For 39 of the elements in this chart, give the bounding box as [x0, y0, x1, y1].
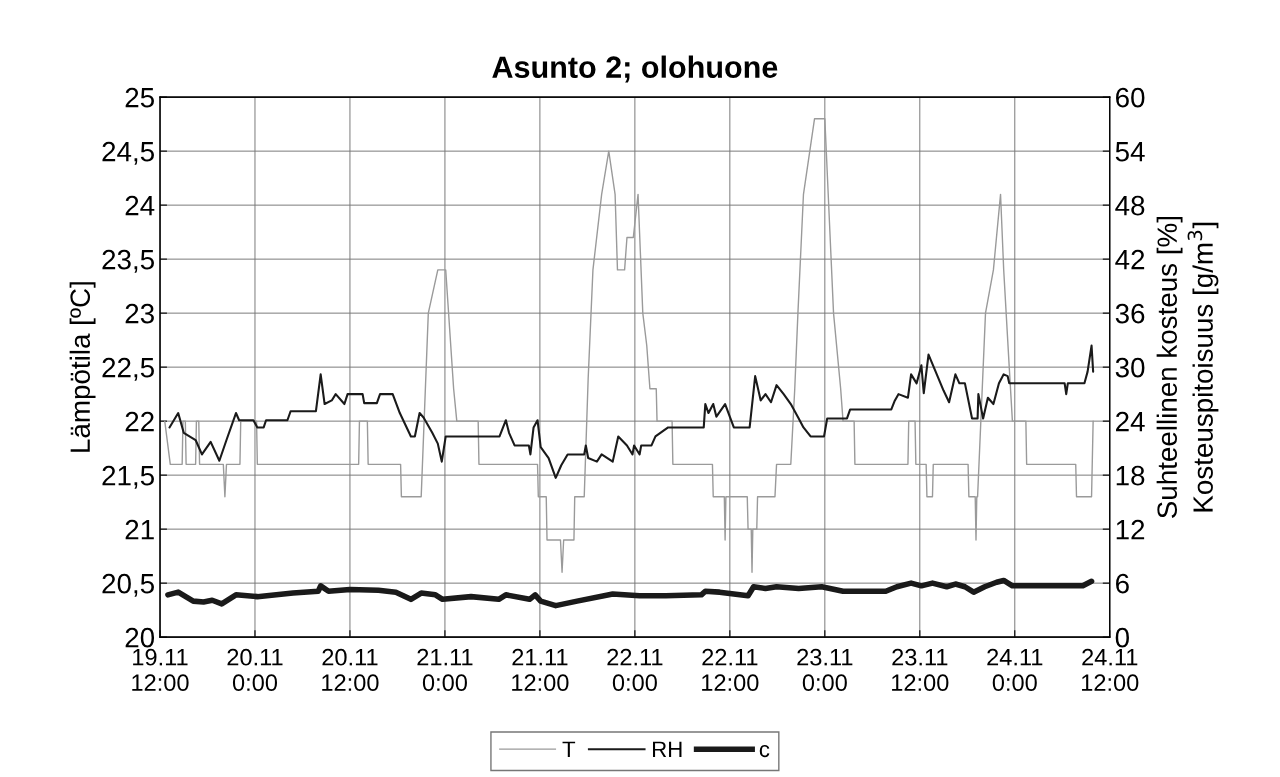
legend-label: c [759, 744, 770, 758]
x-tick-label: 24.11 12:00 [1082, 648, 1139, 692]
x-tick-label: 20.11 0:00 [227, 648, 283, 692]
y-tick-label: 25 [125, 87, 154, 108]
x-tick-label: 23.11 0:00 [797, 648, 853, 692]
x-tick-label: 21.11 12:00 [512, 648, 569, 692]
legend-label: T [562, 741, 576, 757]
x-tick-label: 23.11 12:00 [892, 648, 949, 692]
y-tick-label: 21,5 [102, 465, 154, 489]
y-tick-label: 22,5 [102, 357, 154, 381]
y2-axis-title: Suhteellinen kosteus [%] Kosteuspitoisuus [g/m$^{3}$] [1156, 217, 1219, 518]
y-tick-label: 23 [125, 303, 154, 324]
chart-title: Asunto 2; olohuone [492, 55, 778, 83]
x-tick-label: 22.11 0:00 [607, 648, 663, 692]
y-tick-label: 23,5 [102, 249, 154, 273]
x-tick-label: 20.11 12:00 [322, 648, 379, 692]
y2-tick-label: 30 [1115, 357, 1145, 378]
y2-tick-label: 12 [1116, 519, 1145, 540]
y-tick-label: 24,5 [102, 141, 154, 165]
y2-tick-label: 42 [1115, 249, 1145, 270]
y2-tick-label: 18 [1116, 465, 1145, 486]
x-tick-label: 24.11 0:00 [987, 648, 1043, 692]
y2-tick-label: 6 [1116, 573, 1129, 594]
x-tick-label: 22.11 12:00 [702, 648, 759, 692]
y-tick-label: 21 [125, 519, 154, 540]
x-tick-label: 19.11 12:00 [132, 648, 189, 692]
y2-tick-label: 60 [1116, 87, 1145, 108]
y-tick-label: 20 [125, 627, 155, 648]
y-tick-label: 24 [125, 195, 155, 216]
y2-tick-label: 54 [1115, 142, 1145, 162]
y-axis-title: Lämpötila [ºC] [69, 282, 96, 452]
y-tick-label: 20,5 [102, 573, 154, 597]
y2-tick-label: 24 [1116, 411, 1145, 432]
y2-tick-label: 48 [1115, 195, 1145, 216]
x-tick-label: 21.11 0:00 [417, 648, 473, 692]
y2-tick-label: 36 [1115, 303, 1145, 324]
y2-tick-label: 0 [1115, 627, 1129, 648]
legend-label: RH [653, 741, 682, 757]
y-tick-label: 22 [125, 411, 154, 432]
